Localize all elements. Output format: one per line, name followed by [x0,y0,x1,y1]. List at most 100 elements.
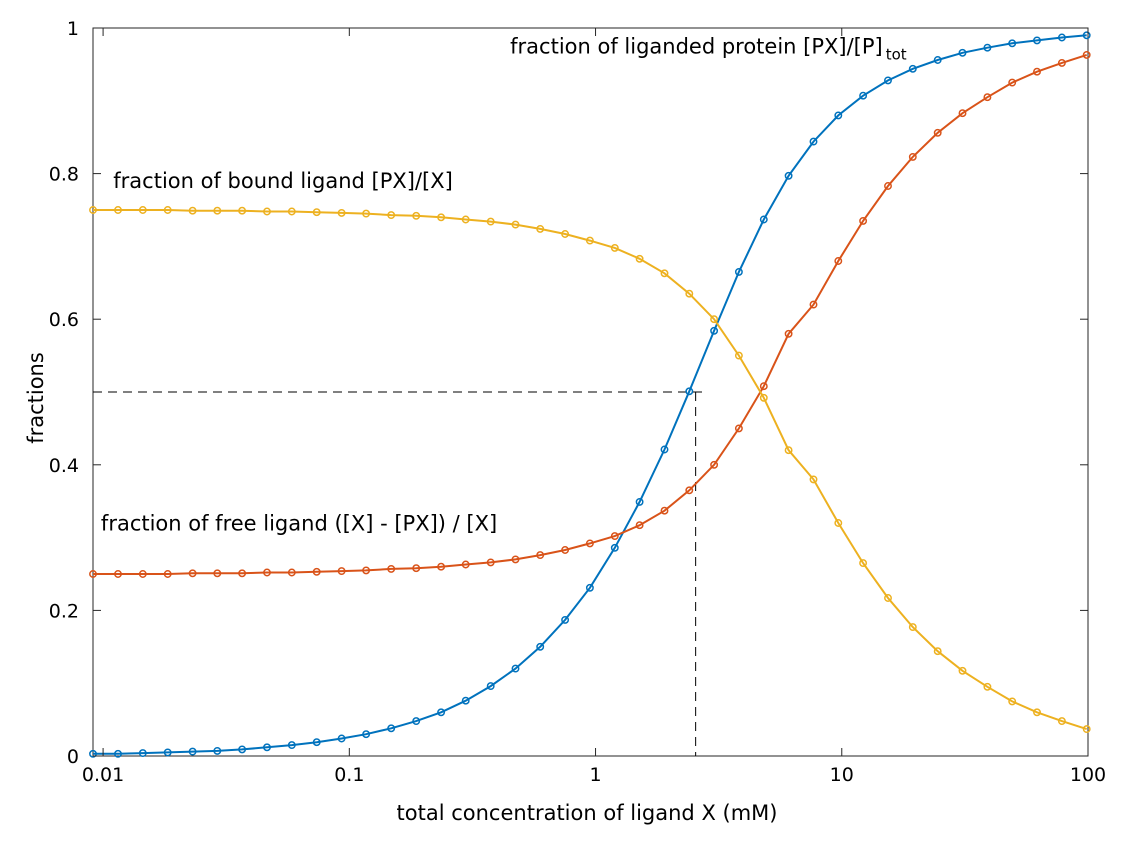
data-point [238,569,247,578]
data-point [114,570,122,578]
data-point [511,664,520,673]
data-point [809,475,818,484]
series-annotation: fraction of liganded protein [PX]/[P] tot [510,34,907,63]
data-point [1057,33,1066,42]
y-tick-label: 1 [67,18,79,40]
data-point [1008,39,1017,48]
data-point [734,351,743,360]
series-line [93,53,1088,575]
data-point [1057,58,1066,67]
data-point [809,137,818,146]
data-point [486,217,495,226]
data-point [263,207,271,216]
series-0 [89,31,1091,758]
data-point [585,539,594,548]
y-tick-label: 0.8 [49,164,79,186]
data-point [461,696,470,705]
data-point [1057,717,1066,726]
data-point [859,559,868,568]
data-point [585,583,594,592]
data-point [561,615,570,624]
x-tick-label: 1 [589,764,601,786]
data-point [188,569,197,578]
y-tick-label: 0.2 [49,600,79,622]
data-point [685,289,694,298]
data-point [536,551,545,560]
data-point [213,746,222,755]
data-point [114,749,122,758]
series-2 [89,206,1091,734]
data-point [412,717,421,726]
data-point [1033,67,1041,76]
data-point [486,558,495,567]
data-point [287,741,296,750]
series-line [93,34,1087,755]
data-point [859,216,868,225]
data-point [1082,50,1091,59]
y-tick-label: 0.4 [49,455,79,477]
data-point [437,562,446,571]
data-point [387,564,396,573]
data-point [884,182,892,190]
series-annotation: fraction of free ligand ([X] - [PX]) / [… [101,511,497,535]
data-point [958,48,967,57]
data-point [734,267,743,276]
data-point [89,749,97,758]
half-saturation-reference-lines [93,391,704,756]
data-point [859,91,868,100]
data-point [461,560,470,569]
x-tick-label: 0.01 [82,764,124,786]
data-point [585,236,594,245]
data-point [710,315,719,324]
data-point [213,569,222,578]
data-point [188,747,197,756]
data-point [884,76,892,85]
data-point [1082,725,1091,734]
data-point [933,647,942,656]
data-point [238,206,247,215]
data-point [734,424,743,433]
data-point [163,748,172,757]
data-point [412,211,421,220]
data-point [263,568,271,577]
data-point [561,546,570,554]
data-point [710,460,719,469]
data-point [983,43,992,52]
data-point [834,519,843,527]
data-point [287,568,296,577]
data-point [312,208,321,217]
data-point [610,543,619,552]
data-point [337,208,346,217]
data-point [362,209,371,218]
data-point [610,532,619,541]
data-point [784,446,793,455]
data-point [784,329,793,338]
data-point [1082,31,1091,40]
data-point [561,230,570,238]
data-point [312,738,321,747]
data-point [685,486,694,495]
data-point [660,269,669,278]
data-point [759,393,768,402]
data-point [511,220,520,229]
data-point [89,206,97,214]
data-point [1033,708,1041,717]
data-point [1033,36,1041,45]
data-point [387,724,396,733]
data-point [263,743,271,752]
data-point [635,497,644,506]
data-point [983,682,992,691]
data-point [287,207,296,216]
annotation-layer: fraction of liganded protein [PX]/[P] tot… [101,34,907,535]
data-point [958,109,967,118]
data-point [884,594,892,602]
data-point [337,734,346,743]
data-point [387,211,396,220]
data-point [908,623,917,632]
data-point [933,128,942,137]
data-point [635,521,644,530]
data-point [635,254,644,263]
data-point [337,567,346,576]
data-point [685,387,694,396]
